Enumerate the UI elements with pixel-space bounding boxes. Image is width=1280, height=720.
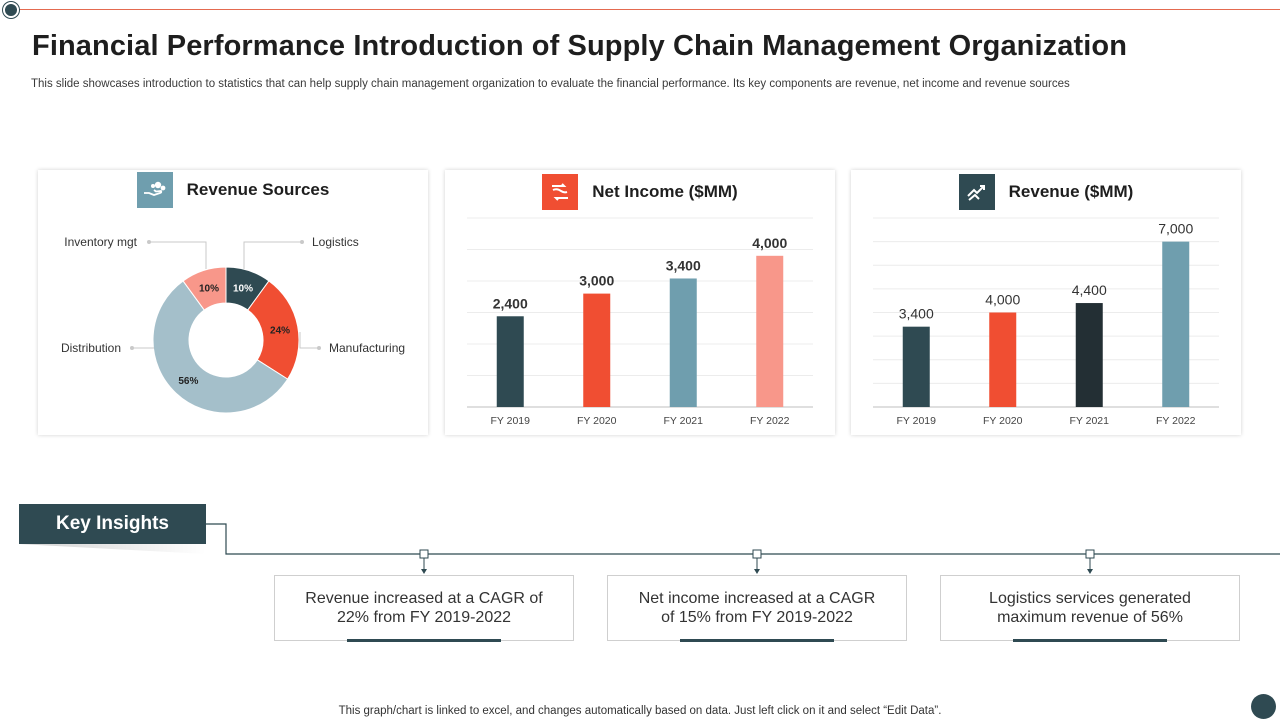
category-label: Inventory mgt xyxy=(64,235,137,249)
x-tick-label: FY 2022 xyxy=(750,415,790,427)
bar-value-label: 4,000 xyxy=(985,292,1020,308)
donut-value-label: 10% xyxy=(199,284,219,295)
insight-text: Logistics services generated maximum rev… xyxy=(989,590,1191,626)
insight-underline xyxy=(680,639,834,642)
revenue-title: Revenue ($MM) xyxy=(1008,182,1134,201)
footer-note: This graph/chart is linked to excel, and… xyxy=(338,705,942,717)
net-income-card: Net Income ($MM) 2,400 FY 2019 3,000 FY 202… xyxy=(445,170,835,435)
category-label: Manufacturing xyxy=(329,341,405,355)
bar-fy-2019 xyxy=(496,316,524,407)
corner-dot-decoration xyxy=(1251,694,1276,719)
leader-line xyxy=(149,241,207,269)
bar-value-label: 3,000 xyxy=(579,273,614,289)
bar-fy-2021 xyxy=(1075,303,1103,407)
insight-box: Revenue increased at a CAGR of 22% from … xyxy=(274,575,574,642)
page-title: Financial Performance Introduction of Su… xyxy=(32,30,1128,62)
hand-money-icon xyxy=(136,172,173,208)
revenue-card: Revenue ($MM) 3,400 FY 2019 4,000 FY 2020 4,… xyxy=(851,170,1241,435)
leader-dot xyxy=(300,240,304,244)
timeline-node xyxy=(752,549,762,574)
revenue-sources-title: Revenue Sources xyxy=(186,180,330,199)
leader-dot xyxy=(147,240,151,244)
donut-slice-inventory-mgt xyxy=(182,266,227,311)
timeline-node xyxy=(419,549,429,574)
bar-value-label: 3,400 xyxy=(666,257,701,273)
insight-text: Net income increased at a CAGR of 15% fr… xyxy=(638,590,876,626)
x-tick-label: FY 2020 xyxy=(577,415,617,427)
insight-text: Revenue increased at a CAGR of 22% from … xyxy=(305,590,543,626)
hands-exchange-icon xyxy=(542,174,579,210)
bar-fy-2019 xyxy=(902,326,930,407)
net-income-bar-chart: 2,400 FY 2019 3,000 FY 2020 3,400 FY 2021 4,00… xyxy=(467,217,813,427)
category-label: Distribution xyxy=(61,341,121,355)
bar-value-label: 3,400 xyxy=(899,306,934,322)
bar-fy-2021 xyxy=(669,278,697,407)
leader-line xyxy=(299,332,319,349)
bar-fy-2022 xyxy=(1162,241,1190,407)
bar-value-label: 7,000 xyxy=(1158,221,1193,237)
donut-value-label: 24% xyxy=(270,326,290,337)
x-tick-label: FY 2020 xyxy=(983,415,1023,427)
revenue-header: Revenue ($MM) xyxy=(851,172,1241,212)
x-tick-label: FY 2021 xyxy=(663,415,703,427)
revenue-sources-donut-chart: 10% 24% 56% 10% Logistics Manufacturing Distri… xyxy=(61,235,405,414)
x-tick-label: FY 2021 xyxy=(1069,415,1109,427)
x-tick-label: FY 2019 xyxy=(896,415,936,427)
donut-value-label: 56% xyxy=(178,376,198,387)
top-divider xyxy=(12,9,1280,10)
top-dot-decoration xyxy=(3,2,19,18)
donut-slice-distribution xyxy=(152,280,289,414)
donut-value-label: 10% xyxy=(233,284,253,295)
insights-timeline xyxy=(206,523,1280,574)
insight-underline xyxy=(1013,639,1167,642)
leader-dot xyxy=(130,346,134,350)
x-tick-label: FY 2019 xyxy=(490,415,530,427)
leader-line xyxy=(243,241,302,269)
bar-value-label: 4,000 xyxy=(752,235,787,251)
revenue-sources-card: Revenue Sources 10% 24% 56% 10% Logistics Man… xyxy=(38,170,428,435)
revenue-sources-header: Revenue Sources xyxy=(38,170,428,210)
insight-underline xyxy=(347,639,501,642)
key-insights-shadow xyxy=(19,544,206,554)
timeline-node xyxy=(1085,549,1095,574)
bar-fy-2022 xyxy=(756,255,784,407)
net-income-header: Net Income ($MM) xyxy=(445,172,835,212)
category-label: Logistics xyxy=(312,235,359,249)
revenue-bar-chart: 3,400 FY 2019 4,000 FY 2020 4,400 FY 2021 7,00… xyxy=(873,217,1219,427)
handshake-growth-icon xyxy=(958,174,995,210)
insight-box: Net income increased at a CAGR of 15% fr… xyxy=(607,575,907,642)
page-subtitle: This slide showcases introduction to sta… xyxy=(31,78,1070,90)
key-insights-label: Key Insights xyxy=(19,504,206,544)
bar-value-label: 4,400 xyxy=(1072,282,1107,298)
bar-fy-2020 xyxy=(583,293,611,407)
leader-dot xyxy=(317,346,321,350)
x-tick-label: FY 2022 xyxy=(1156,415,1196,427)
net-income-title: Net Income ($MM) xyxy=(592,182,738,201)
bar-value-label: 2,400 xyxy=(493,295,528,311)
bar-fy-2020 xyxy=(989,312,1017,407)
insight-box: Logistics services generated maximum rev… xyxy=(940,575,1240,642)
